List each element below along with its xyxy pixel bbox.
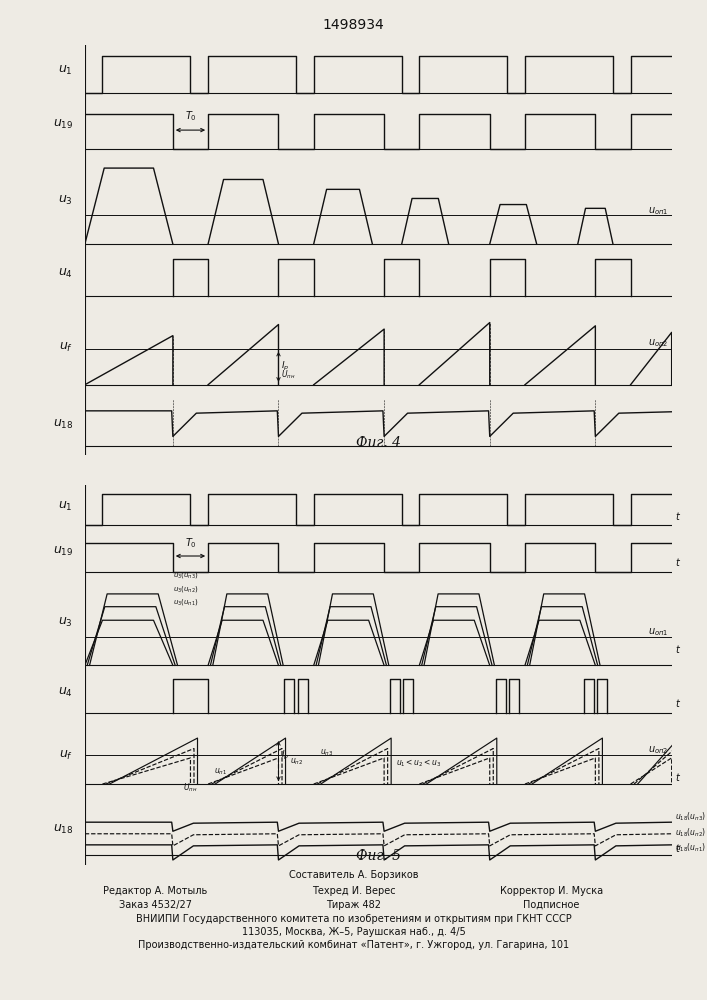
Text: $t$: $t$ [674, 510, 681, 522]
Text: $u_3(u_{п2})$: $u_3(u_{п2})$ [173, 584, 199, 594]
Text: $t$: $t$ [674, 697, 681, 709]
Text: $u_{19}$: $u_{19}$ [53, 545, 73, 558]
Text: $T_0$: $T_0$ [185, 536, 197, 550]
Text: Заказ 4532/27: Заказ 4532/27 [119, 900, 192, 910]
Text: 113035, Москва, Ж–5, Раушская наб., д. 4/5: 113035, Москва, Ж–5, Раушская наб., д. 4… [242, 927, 465, 937]
Text: $t$: $t$ [674, 771, 681, 783]
Text: $u_3$: $u_3$ [58, 194, 73, 207]
Text: $u_3$: $u_3$ [58, 616, 73, 629]
Text: $U_{пн}$: $U_{пн}$ [183, 781, 198, 794]
Text: $u_{оп2}$: $u_{оп2}$ [648, 337, 669, 349]
Text: $u_f$: $u_f$ [59, 749, 73, 762]
Text: $u_1 < u_2 < u_3$: $u_1 < u_2 < u_3$ [396, 758, 441, 769]
Text: $U_{пн}$: $U_{пн}$ [281, 369, 296, 381]
Text: $u_{п3}$: $u_{п3}$ [320, 748, 333, 758]
Text: $u_{18}(u_{п3})$: $u_{18}(u_{п3})$ [674, 810, 706, 823]
Text: $u_3(u_{п3})$: $u_3(u_{п3})$ [173, 570, 199, 580]
Text: $u_1$: $u_1$ [59, 500, 73, 513]
Text: $u_{19}$: $u_{19}$ [53, 118, 73, 131]
Text: Составитель А. Борзиков: Составитель А. Борзиков [288, 870, 419, 880]
Text: Техред И. Верес: Техред И. Верес [312, 886, 395, 896]
Text: $u_{оп1}$: $u_{оп1}$ [648, 626, 669, 638]
Text: Корректор И. Муска: Корректор И. Муска [500, 886, 603, 896]
Text: ВНИИПИ Государственного комитета по изобретениям и открытиям при ГКНТ СССР: ВНИИПИ Государственного комитета по изоб… [136, 914, 571, 924]
Text: $u_4$: $u_4$ [58, 267, 73, 280]
Text: $T_0$: $T_0$ [185, 109, 197, 123]
Text: $u_{18}$: $u_{18}$ [52, 823, 73, 836]
Text: Фиг. 5: Фиг. 5 [356, 849, 401, 863]
Text: 1498934: 1498934 [322, 18, 385, 32]
Text: Производственно-издательский комбинат «Патент», г. Ужгород, ул. Гагарина, 101: Производственно-издательский комбинат «П… [138, 940, 569, 950]
Text: $t$: $t$ [674, 556, 681, 568]
Text: $t$: $t$ [674, 643, 681, 655]
Text: $u_{оп1}$: $u_{оп1}$ [648, 205, 669, 217]
Text: $u_{п1}$: $u_{п1}$ [214, 767, 227, 777]
Text: Тираж 482: Тираж 482 [326, 900, 381, 910]
Text: $u_{п2}$: $u_{п2}$ [291, 756, 303, 767]
Text: Фиг. 4: Фиг. 4 [356, 436, 401, 450]
Text: $u_{18}(u_{п2})$: $u_{18}(u_{п2})$ [674, 826, 706, 839]
Text: $u_f$: $u_f$ [59, 341, 73, 354]
Text: $u_{18}$: $u_{18}$ [52, 418, 73, 431]
Text: Подписное: Подписное [523, 900, 580, 910]
Text: $u_{18}(u_{п1})$: $u_{18}(u_{п1})$ [674, 842, 706, 854]
Text: $t$: $t$ [674, 842, 681, 854]
Text: $u_{оп2}$: $u_{оп2}$ [648, 744, 669, 756]
Text: $I_p$: $I_p$ [281, 360, 290, 373]
Text: $I_p$: $I_p$ [281, 749, 290, 762]
Text: $u_3(u_{п1})$: $u_3(u_{п1})$ [173, 597, 199, 607]
Text: $u_4$: $u_4$ [58, 686, 73, 699]
Text: Редактор А. Мотыль: Редактор А. Мотыль [103, 886, 208, 896]
Text: $u_1$: $u_1$ [59, 64, 73, 77]
